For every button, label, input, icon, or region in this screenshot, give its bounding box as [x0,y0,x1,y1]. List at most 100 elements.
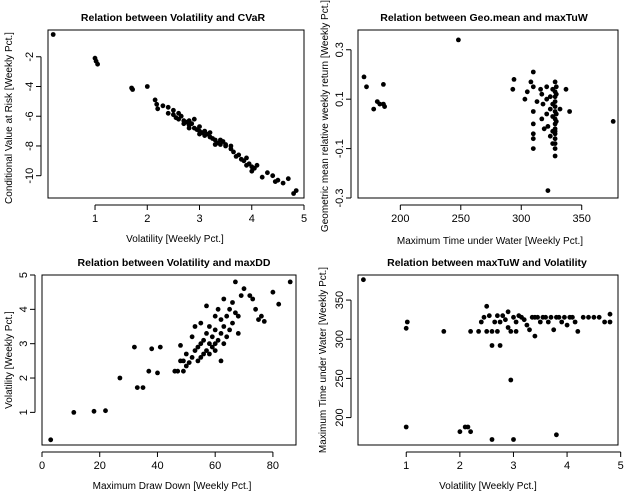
data-point [270,289,276,295]
data-point [165,104,171,110]
data-point [530,131,536,137]
x-tick-label: 4 [564,460,570,472]
data-point [117,375,123,381]
data-point [212,348,218,353]
data-point [230,320,235,326]
data-point [227,327,233,333]
data-point [224,334,230,340]
data-point [235,331,241,336]
x-tick-label: 3 [196,213,202,225]
data-point [530,136,536,142]
data-point [231,149,236,155]
y-tick-label: 0.3 [334,42,346,57]
data-point [259,174,265,180]
data-point [155,370,160,376]
data-point [189,334,195,340]
data-point [508,329,514,334]
x-tick-label: 1 [403,460,409,472]
data-point [371,106,377,112]
data-point [192,348,198,353]
data-point [478,319,484,325]
data-point [541,126,547,132]
data-point [201,337,207,343]
data-point [511,314,516,320]
data-point [50,32,56,37]
data-point [259,313,264,319]
data-point [524,89,530,95]
data-point [521,317,527,323]
data-point [149,346,155,352]
data-point [552,136,558,142]
data-point [181,121,187,127]
data-point [189,355,195,360]
y-tick-label: 0.1 [334,92,346,107]
data-point [562,314,567,320]
data-point [186,118,192,124]
data-point [570,314,575,320]
data-point [503,317,508,323]
panel-maxtuw-volatility: Relation between maxTuW and Volatility 1… [318,257,624,492]
y-axis-label: Geometric mean relative weekly return [W… [320,0,331,232]
data-point [197,131,202,137]
data-point [575,329,581,334]
data-point [547,133,553,139]
data-point [276,301,282,307]
data-point [256,317,261,322]
data-point [212,341,218,347]
x-tick-label: 40 [151,460,163,472]
panel-title: Relation between Volatility and CVaR [81,12,266,24]
data-point [285,176,291,182]
data-point [465,424,471,430]
y-axis-label: Maximum Time under Water [Weekly Pct.] [318,267,329,453]
x-tick-label: 250 [452,213,470,225]
data-point [195,344,201,350]
data-point [361,277,366,283]
y-tick-label: 350 [334,291,346,309]
data-point [171,107,176,113]
data-point [204,303,209,309]
data-point [530,146,536,152]
data-point [218,331,224,336]
data-point [186,360,192,365]
data-point [468,329,473,334]
points-layer [48,279,293,443]
x-axis: 1 2 3 4 5 [403,451,624,472]
x-axis-label: Volatility [Weekly Pct.] [126,234,224,245]
data-point [132,344,137,350]
data-point [207,341,212,347]
y-axis-label: Conditional Value at Risk [Weekly Pct.] [4,32,15,204]
data-point [181,368,186,374]
data-point [492,319,498,325]
y-tick-label: 5 [18,272,30,278]
x-tick-label: 300 [512,213,530,225]
data-point [287,279,293,285]
data-point [564,322,570,328]
x-tick-label: 3 [510,460,516,472]
data-point [144,84,150,89]
data-point [191,116,197,122]
y-axis-label: Volatility [Weekly Pct.] [4,311,15,409]
points-layer [361,277,613,442]
y-tick-label: 300 [334,330,346,348]
points-layer [361,37,616,194]
data-point [192,324,198,329]
data-point [497,343,503,348]
data-point [218,137,223,143]
plot-frame [41,274,297,446]
data-point [563,86,569,92]
data-point [468,429,473,435]
data-point [212,327,218,333]
data-point [403,325,409,331]
x-tick-label: 200 [391,213,409,225]
data-point [261,319,267,324]
data-point [441,329,447,334]
data-point [552,128,558,134]
y-tick-label: -6 [24,111,36,121]
data-point [134,385,140,390]
x-axis: 0 20 40 60 80 [39,451,279,472]
data-point [209,334,215,340]
data-point [235,313,241,319]
data-point [130,87,136,92]
data-point [71,410,77,415]
data-point [524,322,530,328]
